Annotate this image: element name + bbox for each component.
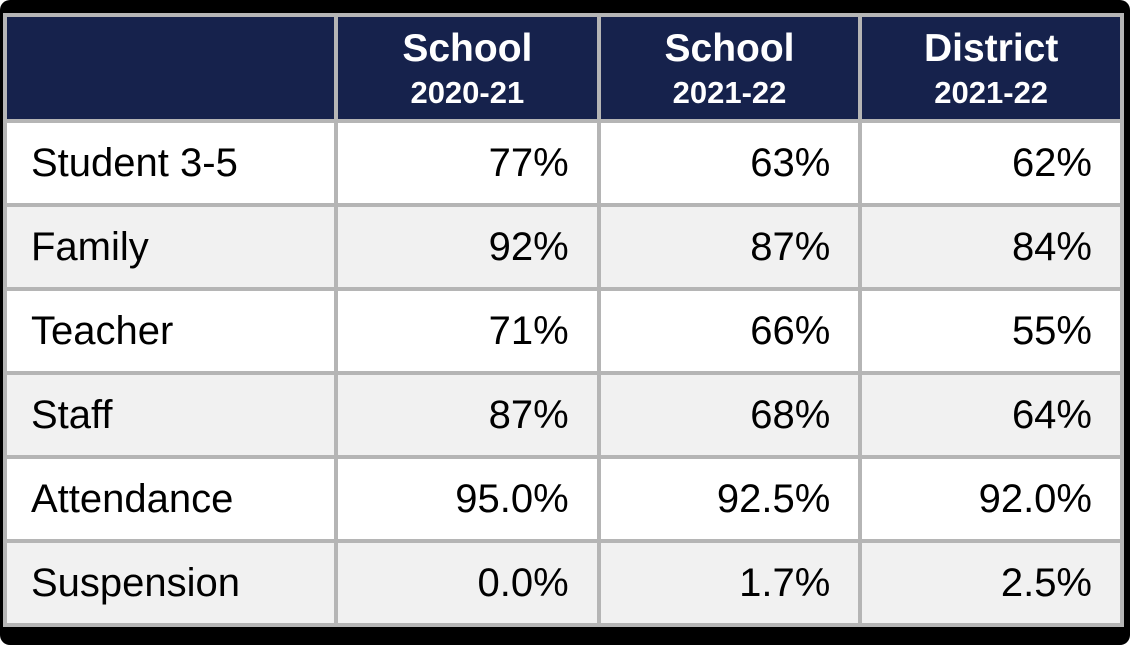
row-label: Staff [7, 375, 334, 455]
cell-value: 62% [862, 123, 1120, 203]
row-label: Suspension [7, 543, 334, 623]
table-row-student-3-5: Student 3-5 77% 63% 62% [7, 123, 1120, 203]
cell-value: 84% [862, 207, 1120, 287]
cell-value: 1.7% [600, 543, 859, 623]
table-row-attendance: Attendance 95.0% 92.5% 92.0% [7, 459, 1120, 539]
cell-value: 92.0% [862, 459, 1120, 539]
cell-value: 87% [337, 375, 597, 455]
header-cell-district-2021-22: District 2021-22 [862, 17, 1120, 119]
header-cell-empty [7, 17, 334, 119]
cell-value: 0.0% [337, 543, 597, 623]
cell-value: 71% [337, 291, 597, 371]
header-cell-school-2020-21: School 2020-21 [337, 17, 597, 119]
cell-value: 92.5% [600, 459, 859, 539]
table-row-staff: Staff 87% 68% 64% [7, 375, 1120, 455]
table-row-suspension: Suspension 0.0% 1.7% 2.5% [7, 543, 1120, 623]
row-label: Teacher [7, 291, 334, 371]
cell-value: 55% [862, 291, 1120, 371]
cell-value: 95.0% [337, 459, 597, 539]
cell-value: 2.5% [862, 543, 1120, 623]
column-subtitle: 2021-22 [934, 74, 1049, 110]
column-title: School [664, 27, 795, 71]
row-label: Student 3-5 [7, 123, 334, 203]
table-row-teacher: Teacher 71% 66% 55% [7, 291, 1120, 371]
table-row-family: Family 92% 87% 84% [7, 207, 1120, 287]
row-label: Attendance [7, 459, 334, 539]
cell-value: 64% [862, 375, 1120, 455]
header-cell-school-2021-22: School 2021-22 [600, 17, 859, 119]
cell-value: 63% [600, 123, 859, 203]
cell-value: 77% [337, 123, 597, 203]
cell-value: 68% [600, 375, 859, 455]
cell-value: 87% [600, 207, 859, 287]
cell-value: 66% [600, 291, 859, 371]
column-title: School [402, 27, 533, 71]
column-title: District [923, 27, 1059, 71]
row-label: Family [7, 207, 334, 287]
column-subtitle: 2021-22 [672, 74, 787, 110]
column-subtitle: 2020-21 [410, 74, 525, 110]
cell-value: 92% [337, 207, 597, 287]
survey-results-table: School 2020-21 School 2021-22 District 2… [3, 13, 1124, 627]
header-row: School 2020-21 School 2021-22 District 2… [7, 17, 1120, 119]
